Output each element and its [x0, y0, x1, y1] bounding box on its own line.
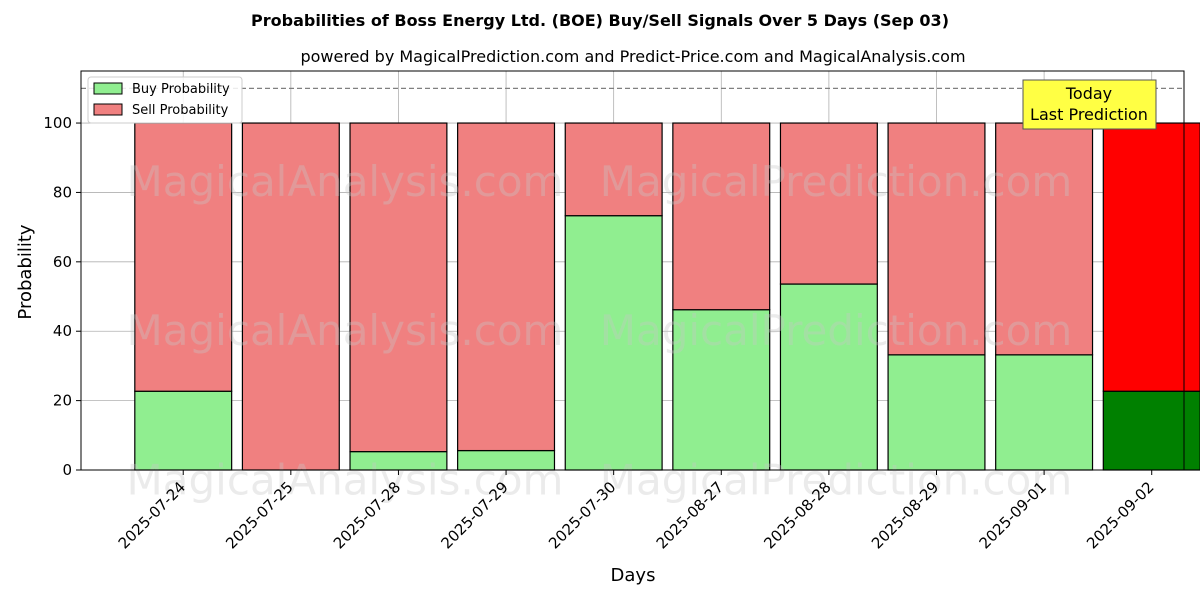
watermark-text: MagicalPrediction.com [600, 306, 1073, 355]
watermark-text: MagicalAnalysis.com [127, 455, 564, 504]
today-annotation: Today Last Prediction [1022, 79, 1157, 130]
bar-sell-2025-08-28 [779, 122, 878, 285]
legend: Buy Probability Sell Probability [87, 76, 243, 124]
bars [134, 122, 1200, 471]
y-axis: 0 20 40 60 80 100 [43, 114, 81, 479]
legend-swatch-buy [93, 82, 123, 95]
bar-buy-2025-07-30 [564, 215, 663, 471]
bar-sell-2025-07-29 [457, 122, 556, 452]
x-tick-label: 2025-09-02 [1083, 478, 1157, 552]
annotation-line-1: Today [1065, 84, 1112, 103]
annotation-box [1022, 79, 1157, 130]
watermark-text: MagicalAnalysis.com [127, 157, 564, 206]
y-tick-label: 100 [43, 114, 72, 132]
y-tick-label: 0 [62, 461, 72, 479]
plot-frame [80, 70, 1185, 471]
bar-sell-2025-08-29 [887, 122, 986, 356]
annotation-line-2: Last Prediction [1030, 105, 1148, 124]
y-axis-label: Probability [15, 224, 36, 319]
watermark-text: MagicalAnalysis.com [127, 306, 564, 355]
y-tick-label: 80 [53, 183, 72, 201]
bar-sell-2025-09-01 [995, 122, 1094, 356]
x-axis-label: Days [611, 565, 656, 586]
legend-label-buy: Buy Probability [132, 82, 230, 97]
bar-sell-2025-09-02 [1102, 122, 1200, 392]
watermarks: MagicalAnalysis.com MagicalPrediction.com… [127, 157, 1073, 504]
watermark-text: MagicalPrediction.com [600, 157, 1073, 206]
y-tick-label: 20 [53, 392, 72, 410]
y-tick-label: 40 [53, 322, 72, 340]
chart-title: Probabilities of Boss Energy Ltd. (BOE) … [251, 11, 949, 30]
chart-subtitle: powered by MagicalPrediction.com and Pre… [300, 47, 965, 66]
legend-swatch-sell [93, 103, 123, 116]
bar-sell-2025-07-28 [349, 122, 448, 453]
bar-buy-2025-09-02 [1102, 390, 1200, 471]
bar-sell-2025-07-30 [564, 122, 663, 217]
y-tick-label: 60 [53, 253, 72, 271]
bar-sell-2025-07-24 [134, 122, 233, 392]
legend-box [87, 76, 243, 124]
bar-buy-2025-08-28 [779, 283, 878, 471]
bar-buy-2025-09-01 [995, 354, 1094, 471]
legend-label-sell: Sell Probability [132, 103, 229, 118]
bar-sell-2025-08-27 [672, 122, 771, 311]
watermark-text: MagicalPrediction.com [600, 455, 1073, 504]
bar-buy-2025-08-29 [887, 354, 986, 471]
